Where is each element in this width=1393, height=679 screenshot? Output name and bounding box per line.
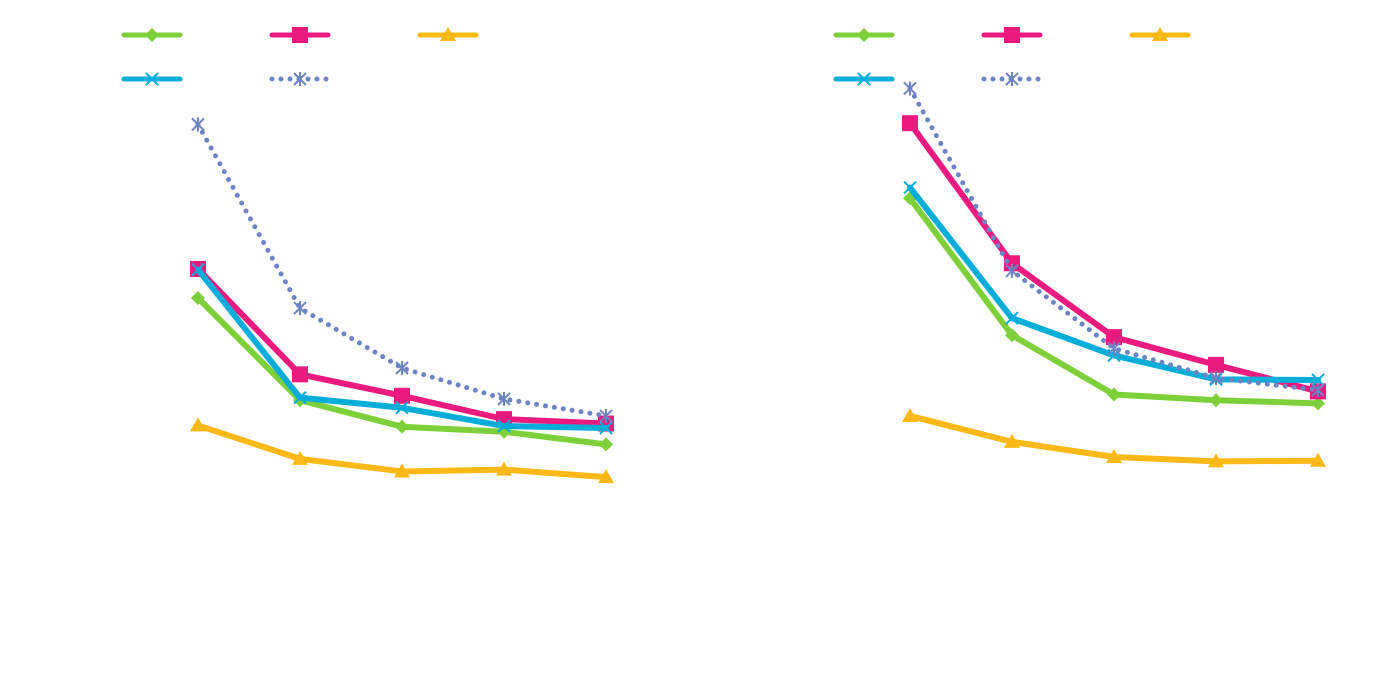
data-point — [190, 417, 206, 432]
data-point — [1106, 329, 1122, 346]
legend-marker — [1152, 27, 1168, 41]
data-point — [1311, 383, 1325, 398]
legend-entry — [269, 72, 331, 86]
data-point — [903, 180, 917, 195]
data-point — [598, 469, 614, 484]
legend-entry — [833, 72, 895, 86]
legend-entry — [981, 72, 1043, 86]
legend-marker — [857, 28, 871, 42]
data-point — [1005, 328, 1019, 343]
data-point — [1209, 371, 1223, 386]
data-point — [497, 419, 511, 433]
legend-marker — [440, 27, 456, 41]
data-point — [599, 437, 613, 452]
legend-marker — [1004, 27, 1020, 43]
data-point — [1311, 396, 1325, 411]
data-point — [394, 387, 410, 404]
series-group — [191, 262, 613, 435]
data-point — [1107, 341, 1121, 356]
series-line — [907, 85, 1321, 393]
legend-entry — [981, 27, 1043, 43]
legend-marker — [145, 72, 159, 86]
data-point — [1106, 448, 1122, 463]
legend-marker — [1005, 72, 1019, 86]
series-group — [902, 407, 1326, 468]
data-point — [1107, 387, 1121, 402]
data-point — [292, 366, 308, 383]
legend-marker — [293, 72, 307, 86]
chart-legend — [121, 27, 479, 86]
legend-entry — [269, 27, 331, 43]
legend-entry — [1129, 27, 1191, 41]
legend-entry — [833, 28, 895, 42]
data-point — [395, 361, 409, 376]
data-point — [496, 461, 512, 476]
series-group — [190, 417, 614, 484]
data-point — [191, 290, 205, 305]
data-point — [293, 301, 307, 316]
data-point — [1209, 393, 1223, 408]
data-point — [599, 421, 613, 435]
data-point — [1311, 373, 1325, 387]
legend-entry — [121, 72, 183, 86]
data-point — [599, 408, 613, 423]
data-point — [902, 115, 918, 132]
data-point — [292, 450, 308, 465]
data-point — [1208, 356, 1224, 373]
data-point — [1004, 433, 1020, 448]
data-point — [903, 81, 917, 96]
data-point — [1208, 453, 1224, 468]
legend-marker — [145, 28, 159, 42]
data-point — [191, 117, 205, 132]
data-point — [1005, 263, 1019, 278]
data-point — [497, 391, 511, 406]
legend-marker — [857, 72, 871, 86]
data-point — [1310, 452, 1326, 467]
data-point — [395, 401, 409, 415]
series-group — [903, 81, 1325, 398]
data-point — [395, 419, 409, 434]
left-line-chart — [121, 27, 614, 484]
series-group — [903, 191, 1325, 411]
legend-entry — [417, 27, 479, 41]
legend-entry — [121, 28, 183, 42]
data-point — [902, 407, 918, 422]
data-point — [394, 463, 410, 478]
data-point — [191, 262, 205, 277]
data-point — [1005, 311, 1019, 325]
series-group — [191, 117, 613, 423]
legend-marker — [292, 27, 308, 43]
chart-legend — [833, 27, 1191, 86]
data-point — [293, 390, 307, 405]
series-line — [195, 121, 609, 419]
